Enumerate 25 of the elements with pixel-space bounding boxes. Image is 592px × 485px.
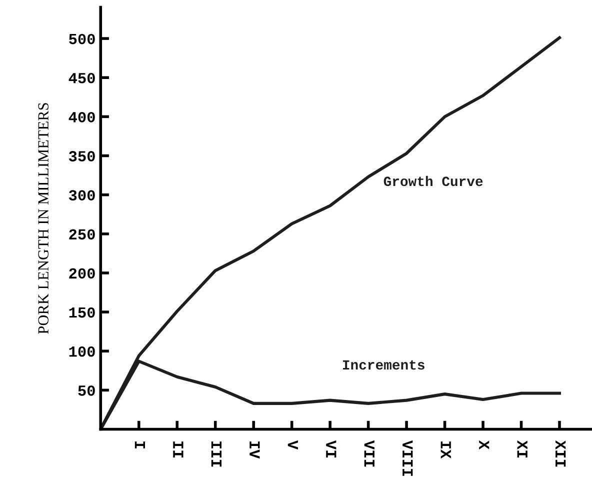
y-axis-title: PORK LENGTH IN MILLIMETERS xyxy=(38,103,48,334)
y-tick-label: 350 xyxy=(68,151,95,162)
x-tick-label: I xyxy=(134,442,145,448)
x-tick-label: VII xyxy=(364,440,374,467)
x-tick-label: X xyxy=(479,440,490,450)
x-tick-label: II xyxy=(173,442,184,458)
y-tick-label: 400 xyxy=(68,112,95,122)
y-tick-label: 50 xyxy=(78,385,95,396)
x-tick-label: VI xyxy=(326,440,336,458)
y-tick-label: 450 xyxy=(68,72,95,84)
x-tick-label: XII xyxy=(556,440,566,467)
y-tick-label: 200 xyxy=(69,268,95,279)
x-tick-label: V xyxy=(288,440,298,450)
y-tick-label: 250 xyxy=(69,229,95,240)
x-tick-label: III xyxy=(211,442,222,467)
y-tick-label: 100 xyxy=(69,346,95,357)
x-tick-label: IX xyxy=(440,442,451,459)
y-tick-label: 150 xyxy=(69,307,95,318)
x-tick-label: IV xyxy=(250,442,260,459)
y-tick-label: 500 xyxy=(69,34,95,44)
series-label: Growth Curve xyxy=(384,176,483,186)
x-tick-label: VIII xyxy=(402,440,413,476)
series-label: Increments xyxy=(342,360,424,370)
y-tick-label: 300 xyxy=(68,190,95,201)
x-tick-label: XI xyxy=(517,440,528,458)
